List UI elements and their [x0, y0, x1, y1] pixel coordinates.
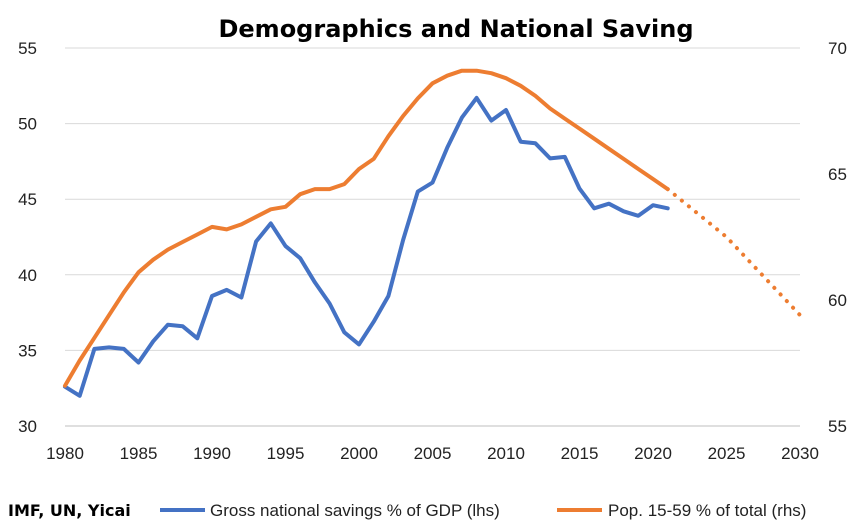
x-tick-label: 1995 [267, 444, 305, 463]
right-tick-label: 70 [828, 39, 847, 58]
series-line-population [63, 68, 670, 388]
x-tick-label: 1985 [120, 444, 158, 463]
x-axis-ticks: 1980 1985 1990 1995 2000 2005 2010 2015 2020 2025… [46, 444, 819, 463]
chart-title: Demographics and National Saving [218, 15, 693, 43]
right-tick-label: 65 [828, 165, 847, 184]
left-tick-label: 30 [18, 417, 37, 436]
source-label: IMF, UN, Yicai [8, 501, 131, 520]
legend-label-savings: Gross national savings % of GDP (lhs) [210, 501, 500, 520]
series-line-population-projection [665, 187, 802, 318]
left-tick-label: 50 [18, 115, 37, 134]
x-tick-label: 2020 [634, 444, 672, 463]
left-tick-label: 40 [18, 266, 37, 285]
x-tick-label: 2015 [561, 444, 599, 463]
right-tick-label: 55 [828, 417, 847, 436]
series-line-savings [63, 95, 670, 398]
left-tick-label: 55 [18, 39, 37, 58]
right-tick-label: 60 [828, 291, 847, 310]
left-axis-ticks: 30 35 40 45 50 55 [18, 39, 37, 436]
x-tick-label: 2010 [487, 444, 525, 463]
x-tick-label: 2025 [708, 444, 746, 463]
x-tick-label: 1980 [46, 444, 84, 463]
legend: Gross national savings % of GDP (lhs) Po… [160, 501, 806, 520]
gridlines [65, 47, 800, 427]
legend-label-population: Pop. 15-59 % of total (rhs) [608, 501, 806, 520]
x-tick-label: 2030 [781, 444, 819, 463]
x-tick-label: 1990 [193, 444, 231, 463]
left-tick-label: 35 [18, 341, 37, 360]
right-axis-ticks: 55 60 65 70 [828, 39, 847, 436]
series-lines [63, 68, 802, 398]
left-tick-label: 45 [18, 190, 37, 209]
x-tick-label: 2000 [340, 444, 378, 463]
x-tick-label: 2005 [414, 444, 452, 463]
